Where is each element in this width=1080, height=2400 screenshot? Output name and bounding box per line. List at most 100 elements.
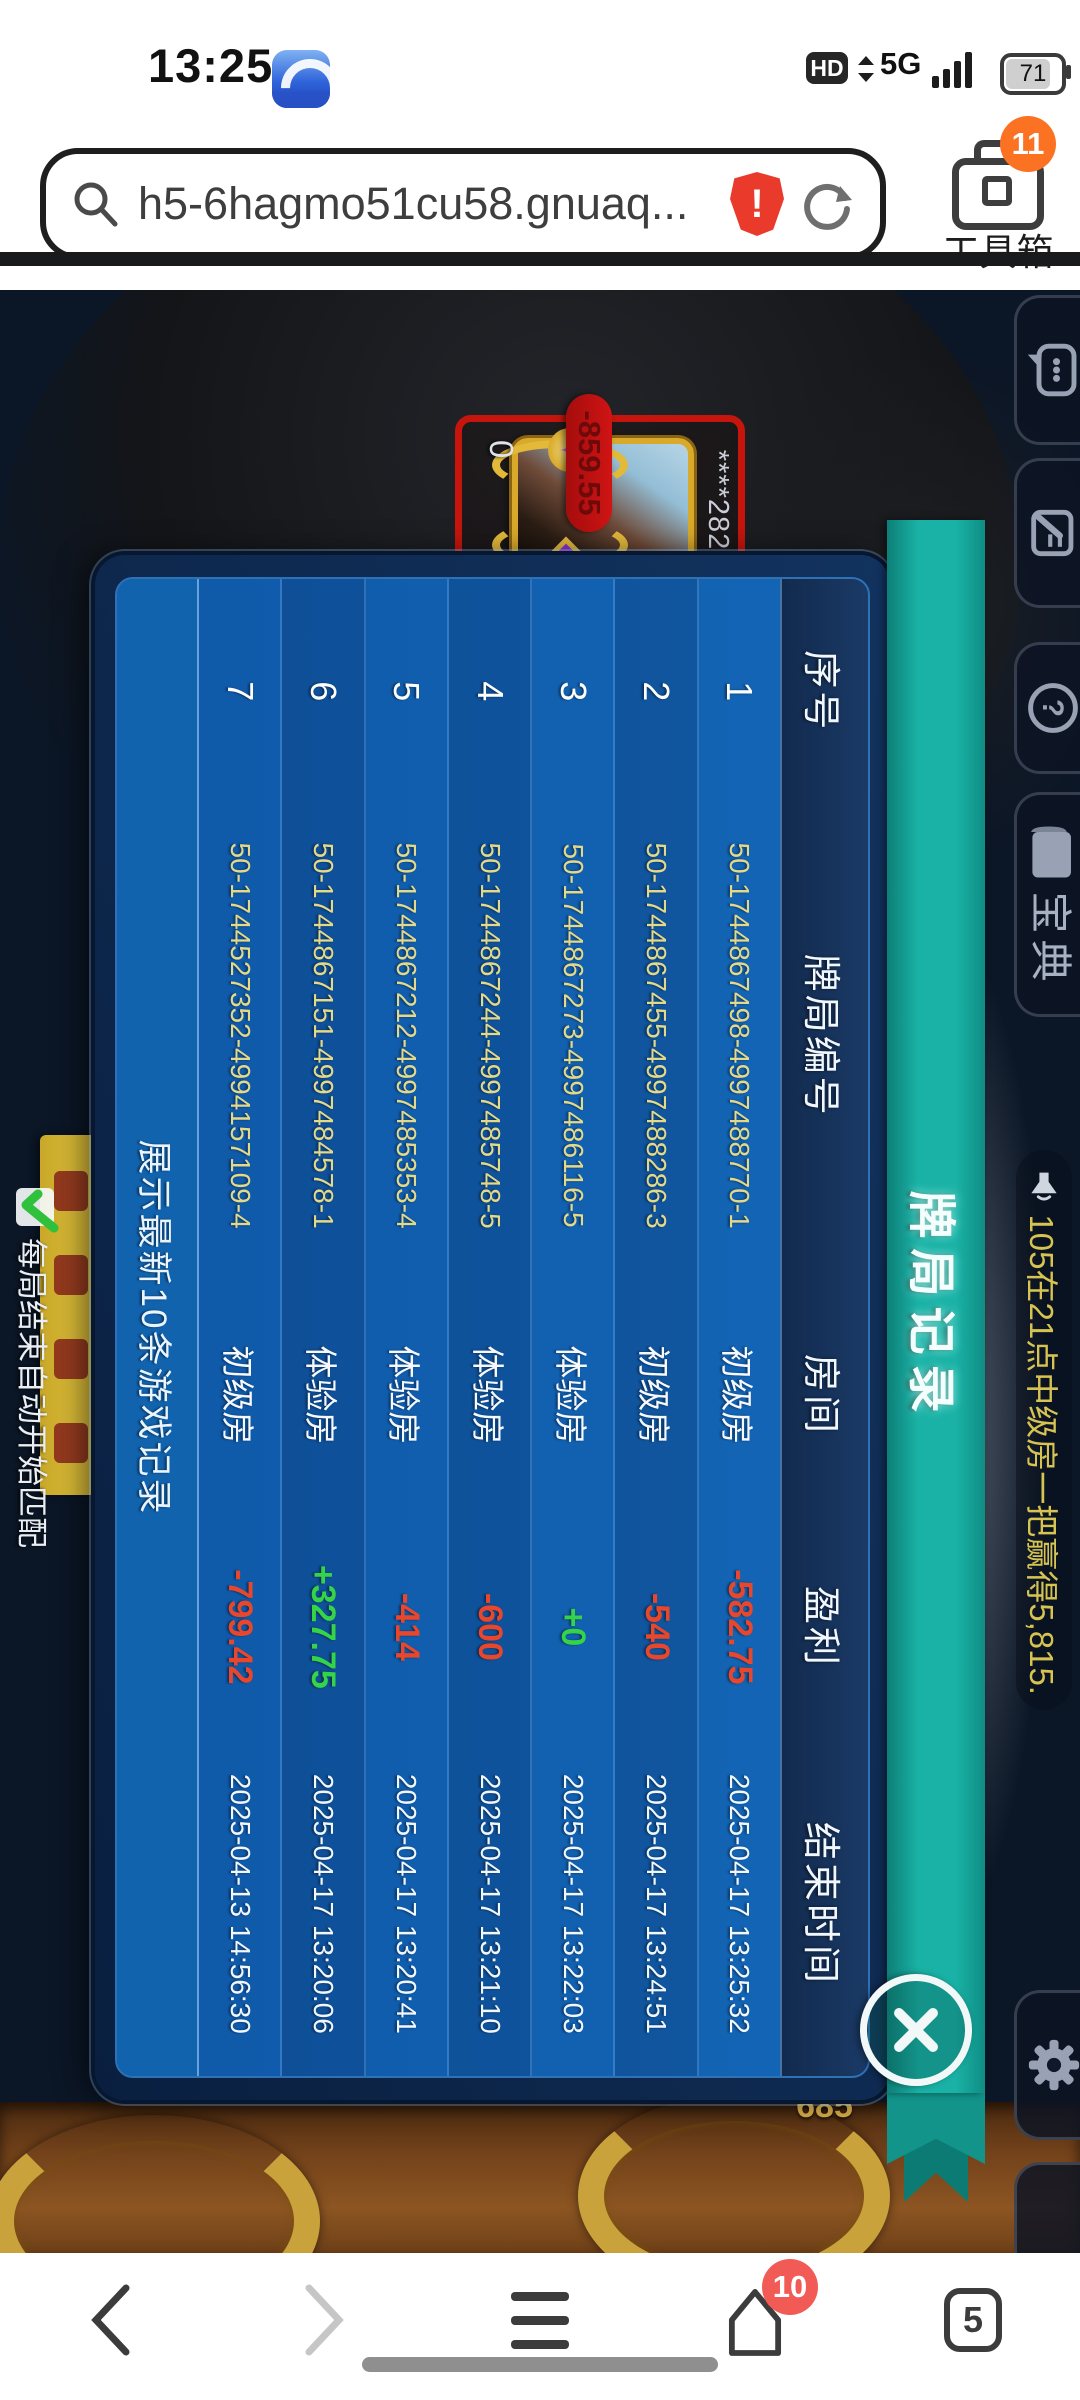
help-button[interactable]: ? — [1014, 642, 1080, 774]
record-room: 初级房 — [218, 1345, 256, 1445]
gear-icon — [1028, 2039, 1080, 2091]
record-profit: -600 — [471, 1592, 510, 1661]
menu-icon — [511, 2291, 569, 2349]
battery-icon: 71 — [1000, 53, 1071, 95]
announcement-marquee: 105在21点中级房一把赢得5,815.4 — [1016, 1150, 1072, 1710]
record-room: 体验房 — [551, 1345, 589, 1445]
home-badge: 10 — [762, 2259, 818, 2315]
record-profit: +327.75 — [304, 1564, 343, 1689]
record-room: 体验房 — [301, 1345, 339, 1445]
record-profit: -414 — [387, 1592, 426, 1661]
record-row: 7 50-1744527352-4994157109-4 初级房 -799.42… — [199, 579, 283, 2076]
settings-button[interactable] — [1014, 1990, 1080, 2140]
record-profit: -799.42 — [221, 1569, 260, 1685]
game-viewport: 685 ****282 ✦ 0 3 -859.55 — [0, 290, 1080, 2253]
rotated-game-stage: 685 ****282 ✦ 0 3 -859.55 — [0, 290, 1080, 2253]
player-coin-count: 0 — [483, 440, 520, 459]
question-mark-icon: ? — [1028, 683, 1078, 733]
record-end-time: 2025-04-17 13:25:32 — [724, 1773, 756, 2034]
toolbox-label: 工具箱 — [918, 222, 1078, 276]
record-game-id: 50-1744867498-4997488770-1 — [724, 842, 756, 1229]
marquee-text: 105在21点中级房一把赢得5,815.4 — [1023, 1214, 1060, 1692]
url-address-bar[interactable]: h5-6hagmo51cu58.gnuaq... ! — [40, 148, 886, 260]
home-indicator-bar[interactable] — [362, 2357, 718, 2372]
record-index: 5 — [386, 681, 428, 702]
data-activity-icon — [858, 56, 874, 82]
column-header-endtime: 结束时间 — [799, 1821, 842, 1986]
url-text[interactable]: h5-6hagmo51cu58.gnuaq... — [138, 178, 689, 229]
browser-nav-bar: 10 5 — [0, 2253, 1080, 2400]
status-clock: 13:25 — [148, 39, 274, 92]
record-room: 体验房 — [468, 1345, 506, 1445]
chat-button[interactable] — [1014, 295, 1080, 445]
tabs-button[interactable]: 5 — [928, 2275, 1018, 2365]
more-button[interactable] — [1014, 2162, 1080, 2253]
record-profit: -582.75 — [720, 1569, 759, 1685]
forward-chevron-icon — [305, 2284, 344, 2356]
record-end-time: 2025-04-17 13:20:06 — [307, 1773, 339, 2034]
record-row: 6 50-1744867151-4997484578-1 体验房 +327.75… — [282, 579, 366, 2076]
checkbox-checked-icon[interactable] — [16, 1188, 59, 1233]
treasure-book-button[interactable]: 宝典 — [1014, 792, 1080, 1017]
home-icon — [728, 2289, 782, 2356]
network-type-label: 5G — [880, 46, 922, 81]
records-footer-note: 展示最新10条游戏记录 — [134, 1139, 174, 1516]
back-button[interactable] — [65, 2275, 155, 2365]
record-index: 3 — [552, 681, 594, 702]
game-records-panel: 序号 牌局编号 房间 盈利 结束时间 1 50-1744867498-49974… — [95, 555, 890, 2100]
menu-button[interactable] — [495, 2275, 585, 2365]
toolbox-button[interactable]: 11 — [944, 116, 1056, 250]
record-row: 4 50-1744867244-4997485748-5 体验房 -600 20… — [448, 579, 533, 2076]
records-footer: 展示最新10条游戏记录 — [117, 579, 199, 2076]
session-loss-badge: -859.55 — [566, 394, 612, 532]
record-end-time: 2025-04-17 13:22:03 — [557, 1773, 589, 2034]
browser-toolbar: h5-6hagmo51cu58.gnuaq... ! 11 工具箱 — [0, 116, 1080, 273]
search-icon — [74, 182, 118, 227]
record-index: 1 — [719, 681, 761, 702]
record-game-id: 50-1744867273-4997486116-5 — [557, 843, 589, 1228]
record-profit: -540 — [637, 1592, 676, 1661]
record-edit-button[interactable] — [1014, 458, 1080, 608]
megaphone-icon — [1031, 1172, 1057, 1201]
record-row: 5 50-1744867212-4997485353-4 体验房 -414 20… — [365, 579, 449, 2076]
battery-level: 71 — [1019, 60, 1047, 87]
book-icon — [1031, 826, 1071, 878]
auto-match-label: 每局结束自动开始匹配 — [14, 1238, 50, 1548]
column-header-game-id: 牌局编号 — [799, 953, 842, 1118]
record-end-time: 2025-04-17 13:21:10 — [474, 1773, 506, 2034]
column-header-room: 房间 — [799, 1353, 842, 1436]
record-end-time: 2025-04-17 13:24:51 — [641, 1773, 673, 2034]
record-game-id: 50-1744867151-4997484578-1 — [307, 842, 339, 1229]
records-table: 序号 牌局编号 房间 盈利 结束时间 1 50-1744867498-49974… — [115, 577, 870, 2078]
record-index: 2 — [636, 681, 678, 702]
svg-text:?: ? — [1036, 699, 1069, 717]
record-profit: +0 — [554, 1607, 593, 1647]
record-game-id: 50-1744867244-4997485748-5 — [474, 842, 506, 1229]
chat-bubble-icon — [1027, 343, 1077, 397]
record-row: 2 50-1744867455-4997488286-3 初级房 -540 20… — [615, 579, 699, 2076]
close-button[interactable] — [860, 1974, 972, 2086]
back-chevron-icon — [91, 2284, 130, 2356]
edit-note-icon — [1031, 509, 1074, 557]
forward-button[interactable] — [280, 2275, 370, 2365]
record-end-time: 2025-04-13 14:56:30 — [224, 1773, 256, 2034]
refresh-icon[interactable] — [800, 176, 856, 232]
record-room: 体验房 — [385, 1345, 423, 1445]
home-button[interactable]: 10 — [710, 2259, 818, 2365]
record-index: 7 — [219, 681, 261, 702]
records-title-banner: 牌局记录 — [887, 520, 985, 2093]
record-index: 6 — [302, 681, 344, 702]
record-room: 初级房 — [635, 1345, 673, 1445]
auto-match-option[interactable]: 每局结束自动开始匹配 — [12, 1188, 59, 1548]
record-row: 1 50-1744867498-4997488770-1 初级房 -582.75… — [699, 579, 780, 2076]
records-rows: 1 50-1744867498-4997488770-1 初级房 -582.75… — [199, 579, 780, 2076]
hd-volte-icon: HD — [806, 52, 848, 84]
record-room: 初级房 — [718, 1345, 756, 1445]
column-header-profit: 盈利 — [799, 1585, 842, 1668]
assistant-app-icon — [272, 50, 330, 108]
column-header-index: 序号 — [799, 650, 842, 733]
record-game-id: 50-1744527352-4994157109-4 — [224, 842, 256, 1229]
security-warning-icon[interactable]: ! — [730, 172, 784, 236]
toolbox-badge: 11 — [1000, 116, 1056, 172]
records-title: 牌局记录 — [904, 1190, 957, 1423]
